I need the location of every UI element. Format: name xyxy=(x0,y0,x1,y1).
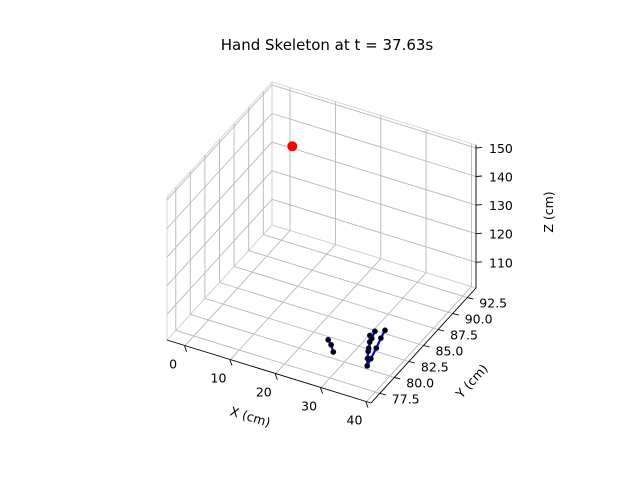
grid-line-z-wall-y xyxy=(271,141,477,206)
y-tick-label: 92.5 xyxy=(479,296,507,311)
grid-line-z-wall-x xyxy=(166,141,273,258)
grid-line-z-wall-x xyxy=(166,170,273,287)
x-tick-label: 10 xyxy=(211,371,227,386)
joint-point xyxy=(325,336,332,343)
x-tick-label: 40 xyxy=(347,413,363,428)
y-tick-label: 82.5 xyxy=(421,360,449,375)
grid-line-y-floor xyxy=(219,282,424,346)
x-axis-line xyxy=(166,339,372,404)
y-tick-label: 90.0 xyxy=(465,312,493,327)
pane-y-back xyxy=(271,81,477,289)
grid-line-y-floor xyxy=(190,313,395,378)
y-tick xyxy=(467,297,474,300)
z-axis-label: Z (cm) xyxy=(541,191,556,232)
x-tick-label: 0 xyxy=(169,357,177,372)
grid-line-y-floor xyxy=(248,250,453,315)
grid-line-z-wall-y xyxy=(271,113,477,177)
z-tick-label: 150 xyxy=(489,141,513,156)
joint-point xyxy=(365,345,372,352)
x-tick xyxy=(320,387,324,394)
z-tick-label: 110 xyxy=(489,255,513,270)
y-tick xyxy=(394,376,401,380)
x-tick xyxy=(274,373,278,380)
joint-point xyxy=(364,355,371,362)
data-layer xyxy=(287,141,388,369)
y-tick xyxy=(408,361,416,364)
grid-lines xyxy=(166,84,477,402)
y-tick xyxy=(379,392,386,396)
joint-point xyxy=(373,345,380,351)
grid-line-z-wall-y xyxy=(271,84,477,149)
grid-line-y-floor xyxy=(233,266,439,330)
marker-point xyxy=(287,141,298,152)
grid-line-y-floor xyxy=(175,329,380,394)
z-tick xyxy=(475,146,483,149)
z-tick xyxy=(475,232,483,235)
x-axis-label: X (cm) xyxy=(228,403,272,429)
grid-line-z-wall-y xyxy=(271,198,477,263)
y-tick xyxy=(423,345,430,348)
axis-ticks: 0 10 20 30 40 77.580.082.585.087.590.092.5 110… xyxy=(169,141,513,428)
y-tick xyxy=(437,329,445,332)
z-tick xyxy=(475,175,483,177)
grid-line-z-wall-y xyxy=(271,170,477,235)
z-tick xyxy=(475,204,483,206)
y-tick-label: 87.5 xyxy=(450,328,478,343)
y-tick xyxy=(452,313,459,316)
x-tick xyxy=(365,401,369,408)
x-tick xyxy=(184,345,188,352)
joint-point xyxy=(364,362,371,369)
z-tick-label: 120 xyxy=(489,227,513,242)
x-tick-label: 30 xyxy=(301,399,317,414)
joint-point xyxy=(377,335,384,341)
joint-point xyxy=(330,349,337,355)
y-tick-label: 77.5 xyxy=(392,391,420,406)
x-tick xyxy=(229,359,233,366)
joint-point xyxy=(328,341,334,348)
joint-point xyxy=(371,328,378,335)
x-tick-label: 20 xyxy=(256,385,272,400)
joint-point xyxy=(368,335,375,342)
y-tick-label: 85.0 xyxy=(436,344,464,359)
z-tick-label: 130 xyxy=(489,198,513,213)
grid-line-z-wall-x xyxy=(166,84,273,201)
z-tick xyxy=(475,261,483,263)
grid-line-z-wall-x xyxy=(166,113,273,229)
z-tick-label: 140 xyxy=(489,170,513,185)
y-axis-label: Y (cm) xyxy=(452,361,491,402)
grid-line-y-floor xyxy=(263,234,468,299)
joint-point xyxy=(382,327,388,334)
grid-line-z-wall-x xyxy=(166,198,273,315)
chart-title: Hand Skeleton at t = 37.63s xyxy=(221,36,434,54)
y-tick-label: 80.0 xyxy=(406,375,434,390)
grid-line-y-floor xyxy=(204,298,410,362)
